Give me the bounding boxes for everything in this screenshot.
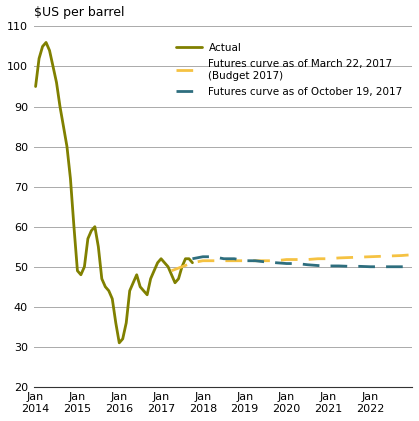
Futures curve as of March 22, 2017
(Budget 2017) (336, 256, 341, 261)
Actual (54, 80, 59, 85)
Futures curve as of October 19, 2017 (326, 264, 331, 269)
Futures curve as of October 19, 2017 (316, 263, 321, 268)
Legend: Actual, Futures curve as of March 22, 2017
(Budget 2017), Futures curve as of Oc: Actual, Futures curve as of March 22, 20… (172, 39, 407, 101)
Futures curve as of October 19, 2017 (378, 264, 383, 269)
Futures curve as of March 22, 2017
(Budget 2017) (200, 258, 205, 263)
Actual (57, 104, 62, 109)
Actual (186, 256, 191, 261)
Actual (75, 268, 80, 273)
Actual (148, 276, 153, 281)
Actual (179, 264, 184, 269)
Actual (82, 264, 87, 269)
Futures curve as of October 19, 2017 (221, 256, 226, 261)
Actual (190, 260, 195, 265)
Futures curve as of March 22, 2017
(Budget 2017) (190, 260, 195, 265)
Futures curve as of March 22, 2017
(Budget 2017) (399, 253, 404, 258)
Futures curve as of October 19, 2017 (211, 254, 216, 259)
Futures curve as of October 19, 2017 (190, 256, 195, 261)
Actual (145, 292, 150, 297)
Futures curve as of March 22, 2017
(Budget 2017) (326, 256, 331, 261)
Actual (113, 320, 118, 325)
Actual (127, 288, 132, 293)
Actual (117, 340, 122, 345)
Actual (99, 276, 104, 281)
Actual (85, 236, 91, 241)
Actual (106, 288, 111, 293)
Futures curve as of March 22, 2017
(Budget 2017) (316, 256, 321, 261)
Futures curve as of October 19, 2017 (263, 259, 268, 264)
Futures curve as of March 22, 2017
(Budget 2017) (357, 255, 362, 260)
Line: Actual: Actual (36, 43, 192, 343)
Futures curve as of October 19, 2017 (357, 264, 362, 269)
Actual (103, 284, 108, 289)
Futures curve as of March 22, 2017
(Budget 2017) (347, 255, 352, 260)
Actual (166, 264, 171, 269)
Actual (131, 280, 136, 285)
Actual (158, 256, 163, 261)
Futures curve as of October 19, 2017 (295, 261, 300, 266)
Futures curve as of March 22, 2017
(Budget 2017) (242, 258, 247, 263)
Futures curve as of October 19, 2017 (284, 261, 289, 266)
Actual (96, 244, 101, 249)
Actual (47, 48, 52, 53)
Futures curve as of March 22, 2017
(Budget 2017) (211, 258, 216, 263)
Actual (110, 296, 115, 301)
Actual (71, 224, 76, 229)
Futures curve as of March 22, 2017
(Budget 2017) (305, 257, 310, 262)
Actual (36, 56, 41, 61)
Futures curve as of March 22, 2017
(Budget 2017) (253, 258, 258, 263)
Actual (183, 256, 188, 261)
Actual (92, 224, 97, 229)
Futures curve as of October 19, 2017 (253, 258, 258, 263)
Actual (152, 268, 157, 273)
Actual (155, 260, 160, 265)
Futures curve as of March 22, 2017
(Budget 2017) (389, 253, 394, 258)
Actual (176, 276, 181, 281)
Actual (124, 320, 129, 325)
Futures curve as of October 19, 2017 (389, 264, 394, 269)
Futures curve as of October 19, 2017 (274, 260, 279, 265)
Futures curve as of October 19, 2017 (368, 264, 373, 269)
Actual (61, 124, 66, 129)
Futures curve as of October 19, 2017 (232, 256, 237, 261)
Text: $US per barrel: $US per barrel (34, 6, 124, 19)
Futures curve as of October 19, 2017 (347, 264, 352, 269)
Futures curve as of March 22, 2017
(Budget 2017) (221, 258, 226, 263)
Actual (68, 176, 73, 181)
Actual (33, 84, 38, 89)
Futures curve as of October 19, 2017 (409, 264, 414, 269)
Futures curve as of March 22, 2017
(Budget 2017) (368, 254, 373, 259)
Actual (40, 44, 45, 49)
Actual (89, 228, 94, 233)
Futures curve as of March 22, 2017
(Budget 2017) (284, 257, 289, 262)
Actual (162, 260, 167, 265)
Actual (169, 272, 174, 277)
Line: Futures curve as of October 19, 2017: Futures curve as of October 19, 2017 (192, 257, 412, 267)
Actual (120, 336, 125, 341)
Futures curve as of March 22, 2017
(Budget 2017) (263, 258, 268, 263)
Actual (141, 288, 146, 293)
Futures curve as of October 19, 2017 (336, 264, 341, 269)
Futures curve as of October 19, 2017 (305, 262, 310, 267)
Actual (134, 272, 139, 277)
Actual (44, 40, 49, 45)
Futures curve as of October 19, 2017 (399, 264, 404, 269)
Futures curve as of March 22, 2017
(Budget 2017) (409, 252, 414, 257)
Futures curve as of March 22, 2017
(Budget 2017) (295, 257, 300, 262)
Actual (78, 272, 83, 277)
Actual (51, 64, 56, 69)
Futures curve as of March 22, 2017
(Budget 2017) (169, 268, 174, 273)
Futures curve as of October 19, 2017 (242, 258, 247, 263)
Actual (65, 144, 70, 149)
Futures curve as of March 22, 2017
(Budget 2017) (274, 258, 279, 263)
Futures curve as of March 22, 2017
(Budget 2017) (232, 258, 237, 263)
Futures curve as of March 22, 2017
(Budget 2017) (179, 264, 184, 269)
Actual (138, 284, 143, 289)
Actual (173, 280, 178, 285)
Futures curve as of October 19, 2017 (200, 254, 205, 259)
Futures curve as of March 22, 2017
(Budget 2017) (378, 254, 383, 259)
Line: Futures curve as of March 22, 2017
(Budget 2017): Futures curve as of March 22, 2017 (Budg… (171, 255, 412, 271)
